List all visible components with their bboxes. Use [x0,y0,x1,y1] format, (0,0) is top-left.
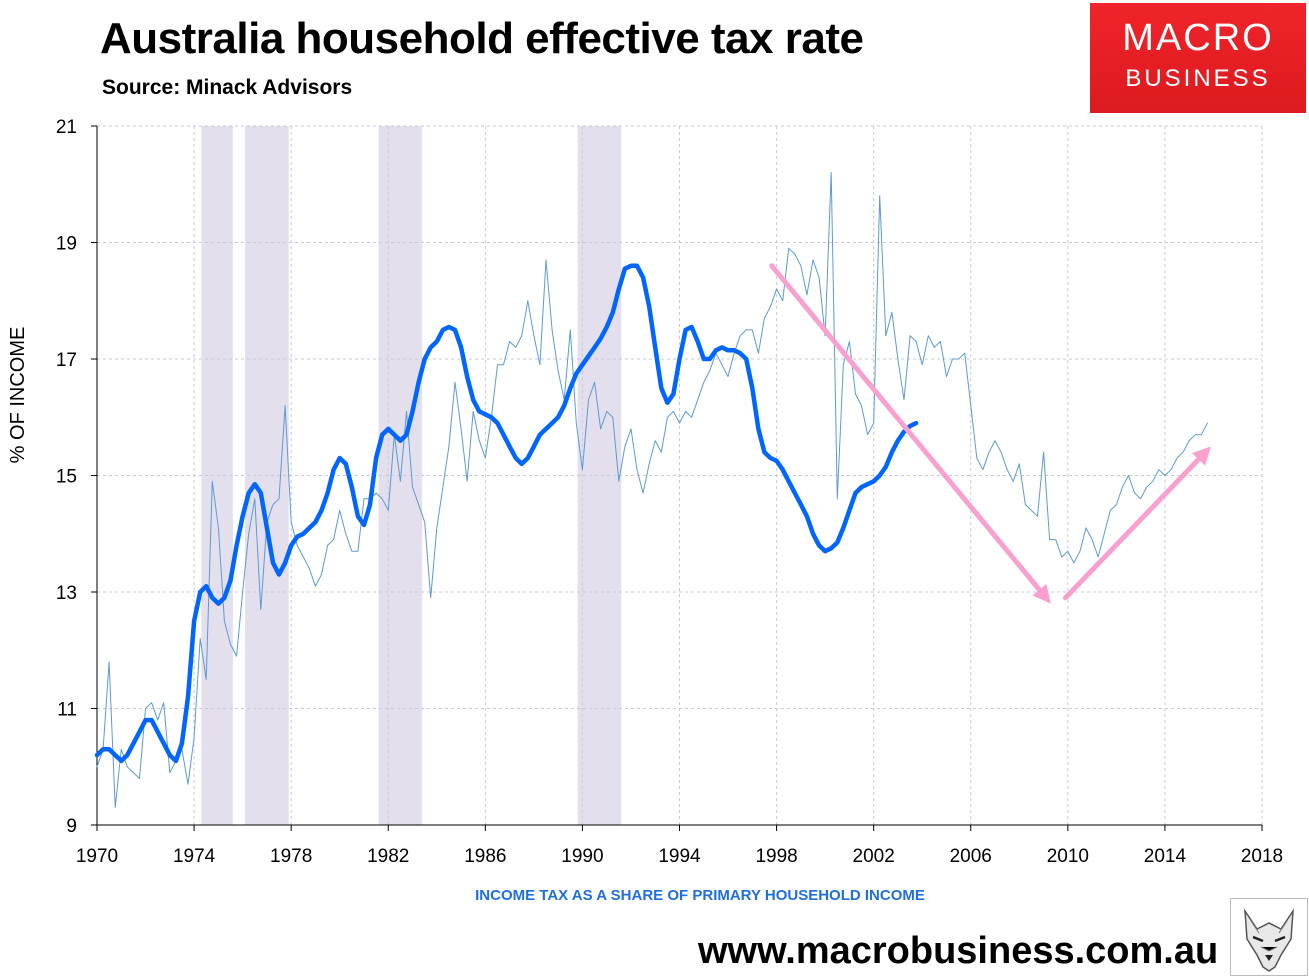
x-tick-label-1990: 1990 [561,846,603,867]
trend-arrow-head-1 [1032,584,1051,604]
x-tick-label-1978: 1978 [270,846,312,867]
x-tick-label-2018: 2018 [1241,846,1283,867]
x-tick-label-1982: 1982 [367,846,409,867]
y-tick-label-13: 13 [56,583,77,604]
chart-title: Australia household effective tax rate [100,14,864,63]
y-tick-label-19: 19 [56,234,77,255]
logo-line-2: BUSINESS [1125,65,1271,92]
x-tick-label-1994: 1994 [658,846,701,867]
series-lines [94,172,1208,808]
trend-arrows [769,263,1212,604]
y-tick-label-11: 11 [57,700,77,721]
trend-arrow-head-2 [1192,446,1212,466]
x-tick-label-2014: 2014 [1144,846,1187,867]
y-axis-title: % OF INCOME [7,327,29,464]
x-axis-title: INCOME TAX AS A SHARE OF PRIMARY HOUSEHO… [475,887,925,904]
website-url[interactable]: www.macrobusiness.com.au [698,930,1219,972]
axes [91,125,1263,831]
logo-line-1: MACRO [1122,17,1274,59]
y-tick-label-15: 15 [56,467,77,488]
y-tick-label-9: 9 [66,816,77,837]
y-tick-label-21: 21 [56,117,77,138]
chart-subtitle: Source: Minack Advisors [102,76,353,99]
x-tick-label-2010: 2010 [1047,846,1089,867]
x-tick-label-1986: 1986 [464,846,506,867]
y-tick-label-17: 17 [56,350,77,371]
x-tick-label-1998: 1998 [755,846,797,867]
macrobusiness-logo[interactable]: MACRO BUSINESS [1090,3,1306,113]
wolf-logo-icon [1230,898,1308,976]
x-tick-label-2002: 2002 [853,846,895,867]
series-line-smoothed [94,263,919,764]
x-tick-label-1974: 1974 [173,846,216,867]
x-tick-label-1970: 1970 [76,846,118,867]
axis-labels: 1970 1974 1978 1982 1986 1990 1994 1998 2002 2006… [7,117,1283,904]
series-line-quarterly [96,172,1208,808]
trend-arrow-1 [769,263,1042,593]
trend-arrow-2 [1062,456,1202,601]
x-tick-label-2006: 2006 [950,846,992,867]
